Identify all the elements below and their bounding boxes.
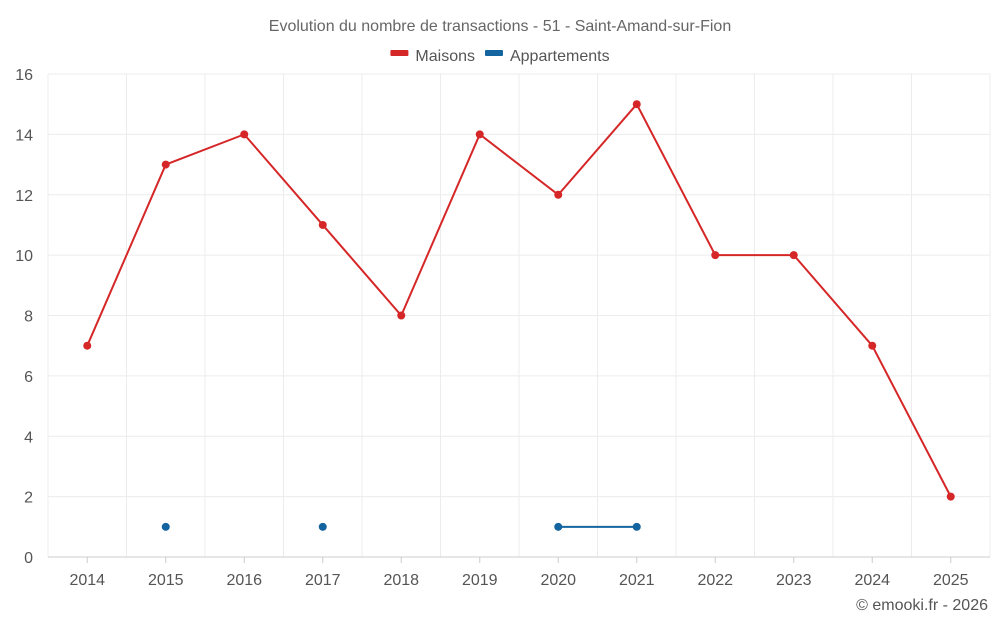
data-point-maisons <box>240 130 249 139</box>
legend-swatch-maisons <box>390 50 409 56</box>
data-point-maisons <box>554 190 563 199</box>
series-group <box>83 100 955 531</box>
x-tick-label: 2015 <box>148 572 184 589</box>
data-point-appartements <box>161 522 170 531</box>
legend-item-maisons: Maisons <box>390 48 475 65</box>
grid-lines <box>47 73 991 558</box>
data-point-maisons <box>868 341 877 350</box>
x-tick-label: 2022 <box>697 572 733 589</box>
x-tick-label: 2023 <box>776 572 812 589</box>
data-point-maisons <box>789 251 798 260</box>
data-point-maisons <box>161 160 170 169</box>
x-tick-label: 2024 <box>854 572 890 589</box>
x-tick-label: 2016 <box>226 572 262 589</box>
legend-label-maisons: Maisons <box>415 48 475 65</box>
data-point-appartements <box>318 522 327 531</box>
y-tick-label: 14 <box>15 127 33 144</box>
data-point-maisons <box>83 341 92 350</box>
data-point-maisons <box>632 100 641 109</box>
y-tick-label: 12 <box>15 188 33 205</box>
data-point-appartements <box>554 522 563 531</box>
legend-item-appartements: Appartements <box>484 48 610 65</box>
x-tick-label: 2017 <box>305 572 341 589</box>
x-tick-label: 2014 <box>69 572 105 589</box>
y-tick-label: 0 <box>24 550 33 567</box>
series-maisons <box>83 100 955 501</box>
y-axis-ticks: 0 2 4 6 8 10 12 14 16 <box>15 67 33 567</box>
x-tick-label: 2021 <box>619 572 655 589</box>
data-point-appartements <box>632 522 641 531</box>
data-point-maisons <box>397 311 406 320</box>
series-line-maisons <box>86 102 952 498</box>
x-tick-label: 2018 <box>383 572 419 589</box>
x-tick-label: 2019 <box>462 572 498 589</box>
series-appartements <box>161 522 641 531</box>
y-tick-label: 8 <box>24 309 33 326</box>
y-tick-label: 6 <box>24 369 33 386</box>
legend: Maisons Appartements <box>390 48 610 65</box>
data-point-maisons <box>946 492 955 501</box>
chart-title: Evolution du nombre de transactions - 51… <box>269 18 731 35</box>
y-tick-label: 10 <box>15 248 33 265</box>
y-tick-label: 2 <box>24 490 33 507</box>
data-point-maisons <box>475 130 484 139</box>
x-axis-ticks: 2014 2015 2016 2017 2018 2019 2020 2021 2022 2023… <box>69 557 969 589</box>
x-tick-label: 2020 <box>540 572 576 589</box>
legend-label-appartements: Appartements <box>510 48 610 65</box>
data-point-maisons <box>711 251 720 260</box>
x-tick-label: 2025 <box>933 572 969 589</box>
data-point-maisons <box>318 220 327 229</box>
y-tick-label: 4 <box>24 429 33 446</box>
y-tick-label: 16 <box>15 67 33 84</box>
credit-text: © emooki.fr - 2026 <box>856 597 988 614</box>
legend-swatch-appartements <box>484 50 503 56</box>
